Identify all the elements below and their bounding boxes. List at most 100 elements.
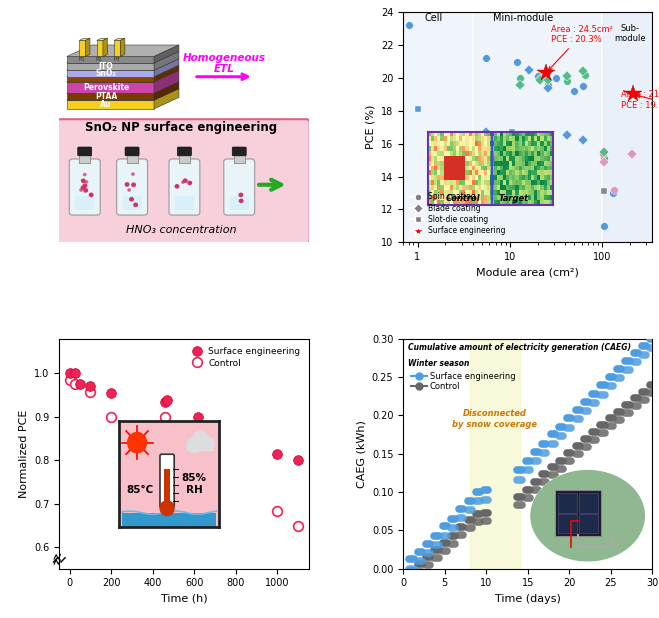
Polygon shape: [67, 66, 179, 77]
Text: P3: P3: [113, 57, 120, 62]
Text: P1: P1: [78, 57, 85, 62]
Polygon shape: [97, 40, 103, 56]
FancyBboxPatch shape: [232, 147, 246, 156]
FancyBboxPatch shape: [177, 147, 191, 156]
Bar: [403, 12, 473, 242]
Polygon shape: [154, 51, 179, 70]
Text: Sub-
module: Sub- module: [614, 24, 646, 43]
Polygon shape: [67, 45, 179, 56]
Circle shape: [83, 184, 87, 187]
FancyBboxPatch shape: [224, 159, 254, 215]
Polygon shape: [67, 88, 179, 100]
Surface engineering: [86, 382, 94, 389]
Control: [161, 413, 169, 420]
X-axis label: Time (days): Time (days): [495, 594, 561, 604]
Polygon shape: [67, 82, 179, 93]
Polygon shape: [154, 66, 179, 82]
Line: Control: Control: [65, 375, 303, 531]
Circle shape: [134, 203, 137, 206]
Surface engineering: [294, 457, 302, 464]
FancyBboxPatch shape: [234, 155, 244, 163]
FancyBboxPatch shape: [69, 159, 100, 215]
Polygon shape: [97, 38, 107, 40]
Circle shape: [132, 173, 134, 176]
FancyBboxPatch shape: [78, 147, 92, 156]
Surface engineering: [163, 397, 171, 404]
Polygon shape: [103, 38, 107, 56]
Circle shape: [81, 186, 85, 189]
Surface engineering: [161, 399, 169, 406]
Control: [86, 388, 94, 396]
Text: Disconnected
by snow coverage: Disconnected by snow coverage: [452, 410, 537, 429]
Control: [196, 441, 204, 449]
FancyBboxPatch shape: [123, 196, 142, 210]
Text: ITO: ITO: [99, 62, 113, 71]
Bar: [473, 12, 602, 242]
Circle shape: [84, 188, 88, 192]
Surface engineering: [66, 370, 74, 377]
Polygon shape: [114, 40, 121, 56]
Circle shape: [132, 183, 135, 187]
Circle shape: [183, 179, 187, 182]
Polygon shape: [67, 100, 154, 109]
X-axis label: Time (h): Time (h): [161, 594, 207, 604]
FancyBboxPatch shape: [57, 119, 310, 243]
Polygon shape: [67, 77, 154, 82]
Polygon shape: [67, 93, 154, 100]
Polygon shape: [67, 56, 154, 63]
Circle shape: [80, 189, 82, 191]
Polygon shape: [154, 59, 179, 77]
Control: [71, 381, 79, 388]
Surface engineering: [76, 381, 84, 388]
Polygon shape: [79, 40, 86, 56]
X-axis label: Module area (cm²): Module area (cm²): [476, 268, 579, 277]
FancyBboxPatch shape: [127, 155, 138, 163]
Circle shape: [239, 193, 243, 197]
Bar: [470, 339, 519, 569]
Circle shape: [130, 198, 133, 201]
Text: Homogeneous: Homogeneous: [183, 53, 266, 62]
Text: Winter season: Winter season: [408, 360, 470, 368]
Polygon shape: [67, 59, 179, 70]
FancyBboxPatch shape: [230, 196, 248, 210]
Text: Area : 214.7cm²
PCE : 19.0%: Area : 214.7cm² PCE : 19.0%: [621, 90, 659, 109]
Polygon shape: [121, 38, 125, 56]
Text: Cumulative amount of electricity generation (CAEG): Cumulative amount of electricity generat…: [408, 344, 631, 352]
Text: Mini-module: Mini-module: [493, 12, 554, 23]
Control: [107, 413, 115, 420]
Polygon shape: [86, 38, 90, 56]
Text: PTAA: PTAA: [95, 92, 117, 101]
Control: [273, 507, 281, 515]
Polygon shape: [154, 70, 179, 93]
Y-axis label: CAEG (kWh): CAEG (kWh): [357, 420, 366, 488]
Polygon shape: [154, 82, 179, 100]
Circle shape: [84, 174, 86, 176]
Circle shape: [90, 193, 93, 197]
Polygon shape: [67, 51, 179, 63]
FancyBboxPatch shape: [175, 196, 194, 210]
Text: Au: Au: [100, 100, 112, 109]
Text: P2: P2: [96, 57, 103, 62]
Circle shape: [125, 183, 129, 186]
Text: Cell: Cell: [424, 12, 443, 23]
Legend: Surface engineering, Control: Surface engineering, Control: [184, 343, 304, 371]
Bar: [602, 12, 652, 242]
Circle shape: [128, 189, 130, 191]
Surface engineering: [107, 389, 115, 397]
Legend: Spin coating, Blade coating, Slot-die coating, Surface engineering: Spin coating, Blade coating, Slot-die co…: [407, 189, 508, 239]
Polygon shape: [67, 70, 154, 77]
Y-axis label: Normalized PCE: Normalized PCE: [18, 410, 28, 498]
Control: [294, 522, 302, 530]
Text: SnO₂ NP surface engineering: SnO₂ NP surface engineering: [86, 121, 277, 133]
Polygon shape: [67, 70, 179, 82]
Polygon shape: [79, 38, 90, 40]
Circle shape: [239, 199, 243, 203]
Polygon shape: [67, 82, 154, 93]
Text: SnO₂: SnO₂: [96, 69, 117, 78]
Surface engineering: [71, 370, 79, 377]
Text: Perovskite: Perovskite: [83, 83, 129, 92]
FancyBboxPatch shape: [169, 159, 200, 215]
FancyBboxPatch shape: [79, 155, 90, 163]
Text: ETL: ETL: [214, 64, 234, 74]
Surface engineering: [273, 450, 281, 457]
